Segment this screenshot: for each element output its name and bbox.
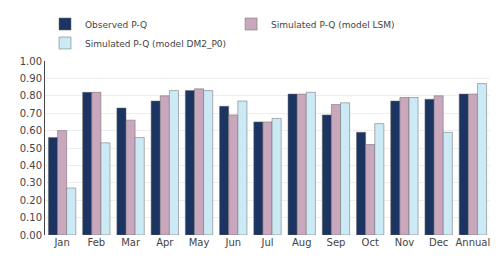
svg-text:Apr: Apr (156, 237, 174, 248)
svg-text:Observed P-Q: Observed P-Q (85, 20, 147, 30)
svg-text:Jul: Jul (260, 237, 273, 248)
svg-text:0.60: 0.60 (20, 125, 42, 136)
svg-text:Feb: Feb (87, 237, 105, 248)
svg-text:0.10: 0.10 (20, 212, 42, 223)
svg-text:Dec: Dec (429, 237, 448, 248)
svg-text:Simulated P-Q (model LSM): Simulated P-Q (model LSM) (271, 20, 395, 30)
svg-text:0.30: 0.30 (20, 177, 42, 188)
svg-text:0.70: 0.70 (20, 108, 42, 119)
svg-text:1.00: 1.00 (20, 56, 42, 67)
svg-text:0.50: 0.50 (20, 143, 42, 154)
svg-text:Nov: Nov (395, 237, 415, 248)
svg-text:0.00: 0.00 (20, 230, 42, 241)
svg-text:Mar: Mar (121, 237, 141, 248)
svg-text:0.80: 0.80 (20, 90, 42, 101)
svg-text:Jun: Jun (224, 237, 241, 248)
svg-text:Oct: Oct (362, 237, 379, 248)
svg-text:Aug: Aug (292, 237, 312, 248)
svg-text:0.20: 0.20 (20, 195, 42, 206)
svg-text:0.90: 0.90 (20, 73, 42, 84)
svg-text:Simulated P-Q (model DM2_P0): Simulated P-Q (model DM2_P0) (85, 39, 226, 49)
svg-text:0.40: 0.40 (20, 160, 42, 171)
svg-text:Annual: Annual (455, 237, 490, 248)
svg-text:Sep: Sep (327, 237, 346, 248)
svg-text:Jan: Jan (53, 237, 69, 248)
svg-text:May: May (189, 237, 210, 248)
